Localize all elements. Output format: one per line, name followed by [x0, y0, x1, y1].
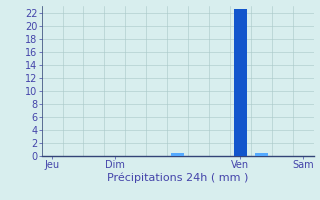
Bar [234, 9, 247, 156]
Bar [255, 153, 268, 156]
X-axis label: Précipitations 24h ( mm ): Précipitations 24h ( mm ) [107, 173, 248, 183]
Bar [171, 153, 184, 156]
